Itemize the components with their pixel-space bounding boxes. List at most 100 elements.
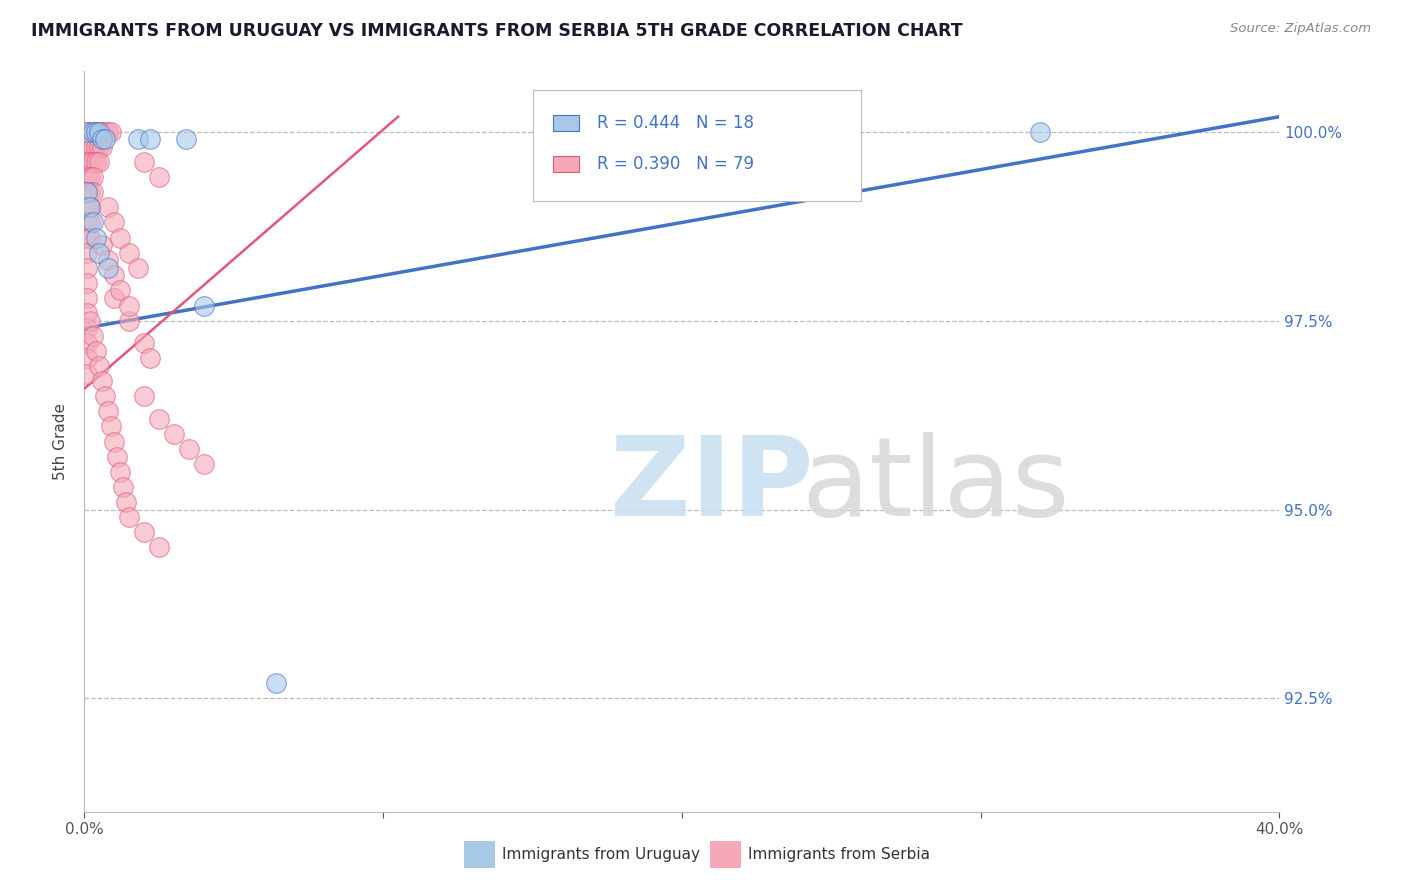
Point <box>79 230 101 244</box>
FancyBboxPatch shape <box>553 115 579 131</box>
Point <box>82 125 104 139</box>
Text: Immigrants from Serbia: Immigrants from Serbia <box>748 847 929 862</box>
Point <box>89 245 111 260</box>
Point <box>76 291 98 305</box>
Point <box>76 125 98 139</box>
Point <box>127 132 149 146</box>
FancyBboxPatch shape <box>553 156 579 172</box>
Point <box>132 336 156 351</box>
Point <box>177 442 200 456</box>
Text: IMMIGRANTS FROM URUGUAY VS IMMIGRANTS FROM SERBIA 5TH GRADE CORRELATION CHART: IMMIGRANTS FROM URUGUAY VS IMMIGRANTS FR… <box>31 22 963 40</box>
Point <box>148 170 170 185</box>
Point <box>82 170 104 185</box>
Point <box>76 351 98 366</box>
Point <box>86 155 108 169</box>
Point <box>76 170 98 185</box>
Point <box>76 140 98 154</box>
Text: Source: ZipAtlas.com: Source: ZipAtlas.com <box>1230 22 1371 36</box>
Point <box>127 260 149 275</box>
Point <box>82 125 104 139</box>
Point <box>105 450 128 464</box>
Point <box>76 230 98 244</box>
Point <box>91 140 114 154</box>
Point <box>76 155 98 169</box>
Point <box>76 321 98 335</box>
Point <box>91 374 114 388</box>
Point <box>148 541 170 555</box>
Point <box>76 245 98 260</box>
Point <box>139 351 162 366</box>
Point <box>264 676 287 690</box>
Point <box>79 200 101 214</box>
Point <box>76 215 98 229</box>
Point <box>97 260 120 275</box>
Point <box>118 299 141 313</box>
Point <box>76 276 98 290</box>
Point <box>76 200 98 214</box>
FancyBboxPatch shape <box>533 90 862 201</box>
Point <box>91 132 114 146</box>
Point <box>89 359 111 373</box>
Point <box>79 125 101 139</box>
Point <box>76 336 98 351</box>
Point <box>110 284 132 298</box>
Point <box>132 525 156 540</box>
Point <box>1029 125 1052 139</box>
Point <box>97 253 120 268</box>
Point <box>100 125 122 139</box>
Point <box>118 510 141 524</box>
Point <box>76 186 98 200</box>
Point <box>79 170 101 185</box>
Point <box>86 140 108 154</box>
Point <box>79 186 101 200</box>
Y-axis label: 5th Grade: 5th Grade <box>53 403 69 480</box>
Point <box>100 419 122 434</box>
Point <box>103 215 125 229</box>
Point <box>89 125 111 139</box>
Point <box>132 155 156 169</box>
Point <box>89 125 111 139</box>
Point <box>118 313 141 327</box>
Point <box>97 404 120 418</box>
Point <box>110 465 132 479</box>
Point <box>82 328 104 343</box>
Point <box>82 215 104 229</box>
Point <box>79 200 101 214</box>
Point <box>97 125 120 139</box>
Point <box>79 313 101 327</box>
Point <box>193 299 215 313</box>
Point <box>94 132 117 146</box>
Point <box>103 291 125 305</box>
Point <box>174 132 197 146</box>
Point <box>112 480 135 494</box>
Point <box>76 306 98 320</box>
Point <box>148 412 170 426</box>
Point <box>193 457 215 471</box>
Point <box>94 389 117 403</box>
Text: atlas: atlas <box>801 433 1070 540</box>
Point <box>132 389 156 403</box>
Point <box>76 125 98 139</box>
Point <box>76 186 98 200</box>
Point <box>82 186 104 200</box>
Text: R = 0.444   N = 18: R = 0.444 N = 18 <box>598 114 754 132</box>
Point <box>118 245 141 260</box>
Point <box>103 434 125 449</box>
Text: Immigrants from Uruguay: Immigrants from Uruguay <box>502 847 700 862</box>
Point <box>89 155 111 169</box>
Point <box>79 215 101 229</box>
Point <box>89 140 111 154</box>
Text: ZIP: ZIP <box>610 433 814 540</box>
Point <box>91 238 114 252</box>
Point <box>94 125 117 139</box>
Point <box>76 260 98 275</box>
Point <box>86 125 108 139</box>
Point <box>97 200 120 214</box>
Point <box>82 140 104 154</box>
Point <box>110 230 132 244</box>
Point <box>91 125 114 139</box>
Point <box>163 427 186 442</box>
Point <box>139 132 162 146</box>
Point <box>79 155 101 169</box>
Point <box>103 268 125 283</box>
